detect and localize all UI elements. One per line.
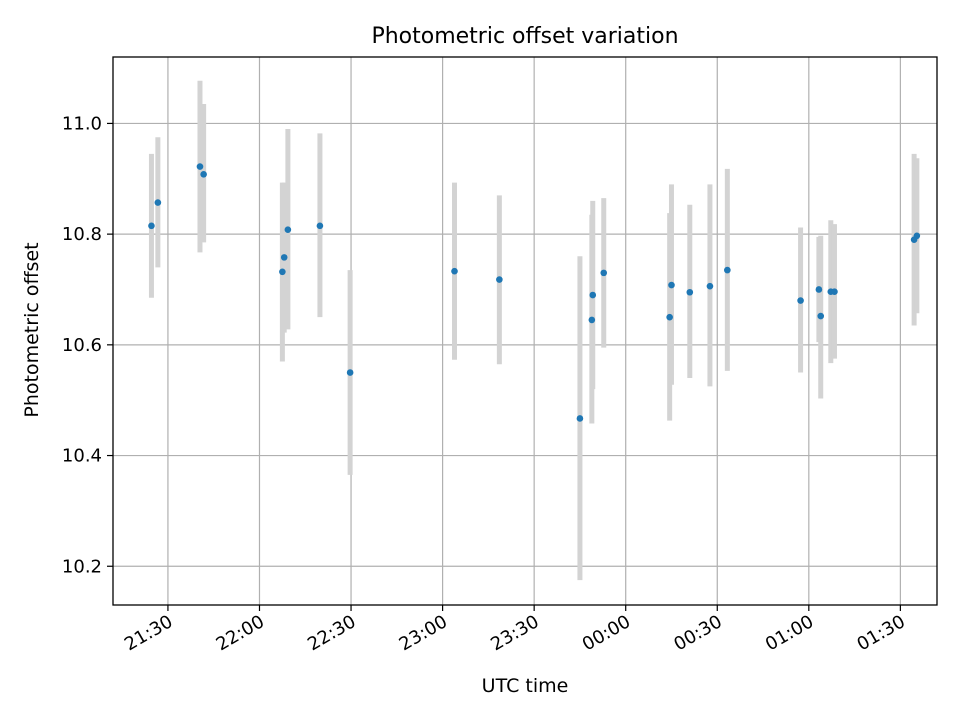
data-point — [154, 199, 162, 206]
data-point — [196, 163, 204, 170]
data-point — [200, 171, 207, 178]
y-axis-label: Photometric offset — [21, 242, 43, 417]
data-point — [831, 288, 838, 295]
data-point — [346, 369, 354, 376]
x-gridlines — [167, 57, 901, 605]
x-tick-label: 01:30 — [853, 611, 908, 655]
x-tick-label: 22:30 — [304, 611, 359, 655]
x-tick-label: 00:30 — [670, 611, 725, 655]
data-point — [588, 316, 596, 324]
x-axis-ticks: 21:30 22:00 22:30 23:00 23:30 00:00 00:30 01:00… — [121, 605, 909, 655]
x-tick-label: 23:00 — [396, 611, 451, 655]
y-axis-ticks: 10.2 10.4 10.6 10.8 11.0 — [62, 113, 113, 577]
y-tick-label: 10.8 — [62, 224, 102, 245]
data-point — [284, 226, 292, 234]
data-point — [815, 286, 823, 293]
data-point — [668, 281, 675, 289]
data-point — [817, 312, 825, 320]
data-point — [797, 297, 804, 304]
plot-frame — [112, 56, 938, 606]
x-tick-label: 22:00 — [213, 611, 268, 655]
y-tick-label: 10.2 — [62, 556, 102, 577]
data-point — [724, 266, 731, 274]
data-point — [280, 254, 288, 261]
data-point — [496, 276, 503, 283]
data-point — [600, 269, 608, 277]
chart-title: Photometric offset variation — [371, 24, 678, 49]
data-point — [913, 232, 921, 240]
data-point — [706, 282, 714, 290]
data-point — [451, 267, 458, 275]
x-axis-label: UTC time — [482, 675, 569, 697]
data-point — [148, 222, 155, 230]
data-point — [316, 222, 324, 230]
y-tick-label: 11.0 — [62, 113, 102, 134]
data-point — [589, 291, 597, 299]
y-tick-label: 10.4 — [62, 446, 102, 467]
data-point — [666, 313, 673, 321]
x-tick-label: 23:30 — [487, 611, 542, 655]
data-point — [279, 268, 286, 276]
data-point — [576, 415, 584, 422]
data-points — [148, 163, 921, 422]
y-tick-label: 10.6 — [62, 335, 102, 356]
x-tick-label: 00:00 — [579, 611, 634, 655]
data-point — [686, 288, 694, 296]
y-gridlines — [113, 122, 937, 567]
x-tick-label: 01:00 — [762, 611, 817, 655]
x-tick-label: 21:30 — [121, 611, 176, 655]
